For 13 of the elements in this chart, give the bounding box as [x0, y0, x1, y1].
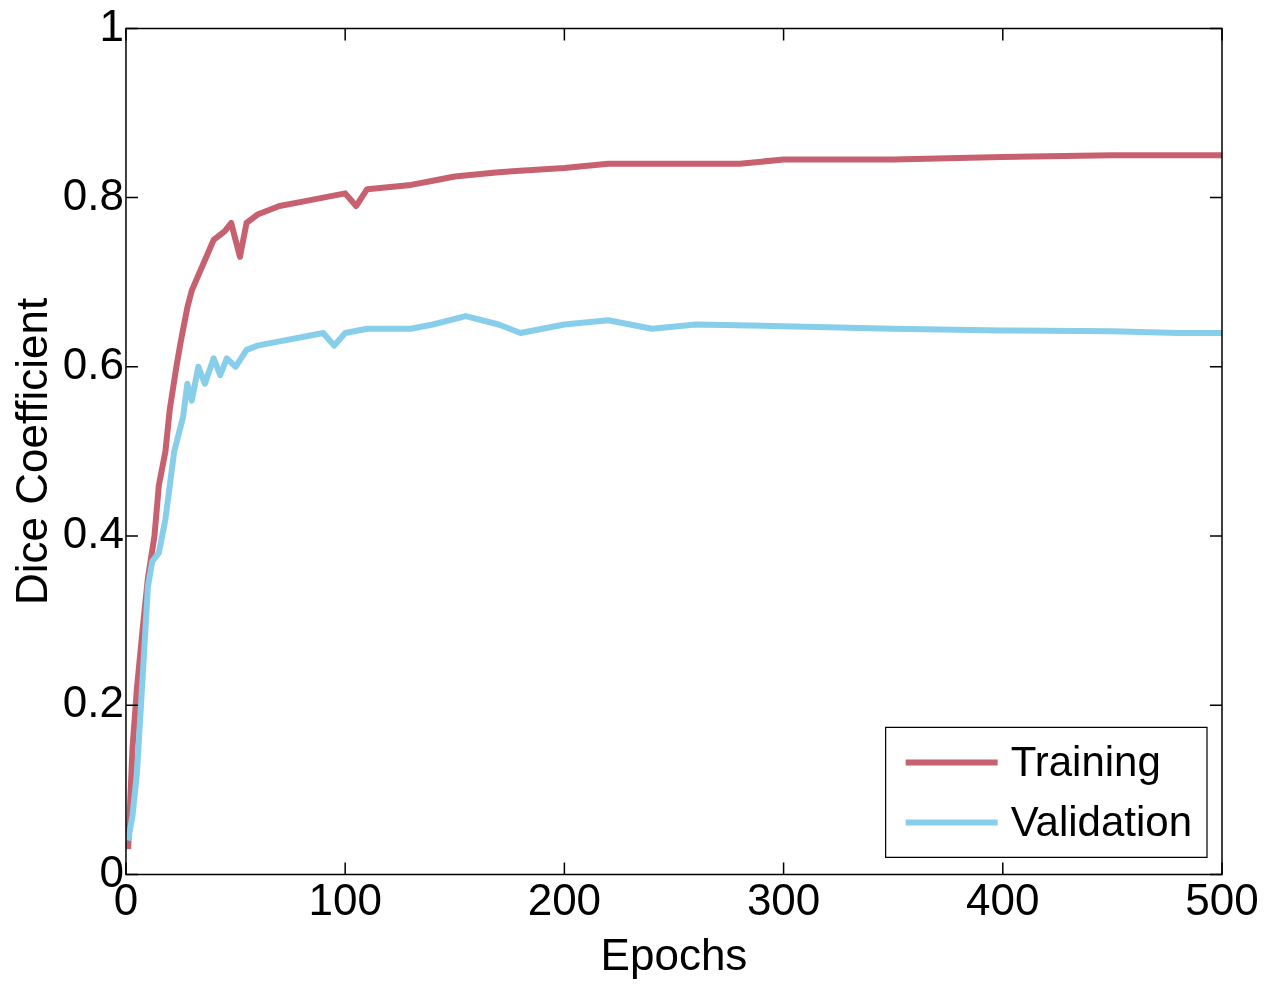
x-axis-title: Epochs	[600, 929, 748, 979]
y-tick-label: 0.6	[62, 338, 124, 388]
x-tick-label: 400	[966, 874, 1040, 924]
legend-label: Validation	[1010, 797, 1193, 845]
legend-label: Training	[1010, 737, 1161, 785]
x-tick-label: 300	[746, 874, 821, 924]
y-tick-label: 0.2	[62, 677, 124, 727]
y-tick-label: 1	[99, 0, 124, 50]
y-tick-label: 0.8	[62, 169, 124, 219]
y-tick-label: 0.4	[62, 508, 124, 558]
x-tick-label: 200	[527, 874, 602, 924]
x-tick-label: 100	[308, 874, 382, 924]
y-axis-title: Dice Coefficient	[6, 297, 56, 606]
